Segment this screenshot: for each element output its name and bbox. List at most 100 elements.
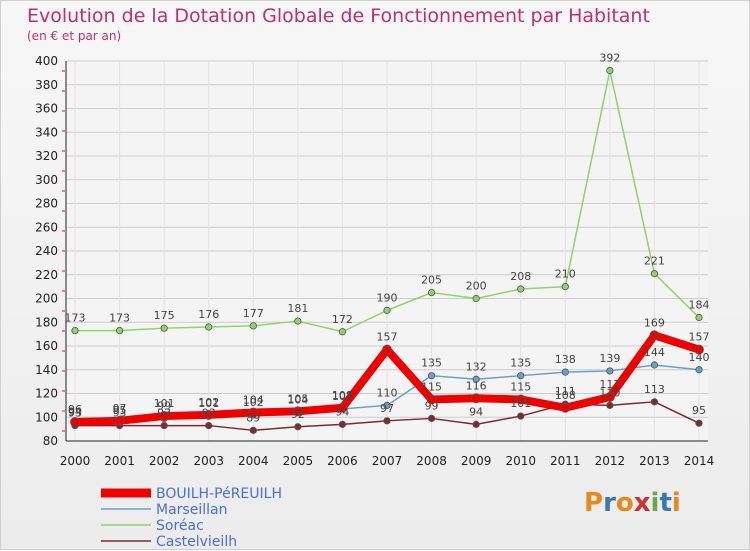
- data-point: [383, 306, 391, 314]
- data-point: [471, 393, 482, 404]
- chart-subtitle: (en € et par an): [27, 29, 122, 43]
- data-point: [427, 288, 436, 297]
- y-tick-label: 320: [35, 149, 58, 163]
- x-tick-label: 2012: [595, 454, 626, 468]
- data-point: [561, 368, 569, 376]
- data-label: 97: [113, 402, 127, 415]
- data-label: 102: [198, 396, 219, 409]
- data-label: 181: [287, 302, 308, 315]
- data-label: 176: [198, 308, 219, 321]
- x-tick-label: 2003: [193, 454, 224, 468]
- data-label: 175: [154, 309, 175, 322]
- logo-letter: r: [603, 488, 616, 518]
- data-point: [71, 326, 79, 335]
- data-label: 135: [421, 357, 442, 370]
- logo-letter: P: [584, 488, 604, 518]
- data-label: 173: [109, 312, 130, 325]
- data-label: 110: [377, 386, 398, 399]
- data-labels: 173 173 175 176 177 181 172 190 205 200 208 210 392 2…: [65, 52, 710, 425]
- data-label: 97: [380, 402, 394, 415]
- data-point: [606, 367, 614, 375]
- data-label: 117: [599, 378, 620, 391]
- data-point: [115, 326, 124, 335]
- data-point: [383, 401, 391, 409]
- data-label: 108: [332, 389, 353, 402]
- data-point: [694, 344, 704, 355]
- logo-letter: x: [633, 488, 651, 518]
- x-tick-label: 2008: [416, 454, 447, 468]
- data-label: 210: [555, 268, 576, 281]
- x-tick-label: 2007: [372, 454, 403, 468]
- data-label: 95: [113, 404, 127, 417]
- data-label: 190: [377, 291, 398, 304]
- data-label: 96: [68, 403, 82, 416]
- data-label: 99: [425, 399, 439, 412]
- data-point: [427, 414, 436, 423]
- data-label: 94: [335, 405, 349, 418]
- legend-item: Soréac: [156, 518, 204, 534]
- data-point: [160, 421, 168, 430]
- data-label: 99: [157, 399, 171, 412]
- data-label: 172: [332, 313, 353, 326]
- data-point: [560, 402, 571, 413]
- x-tick-label: 2001: [104, 454, 135, 468]
- data-point: [472, 294, 480, 303]
- logo-letter: i: [650, 488, 660, 518]
- data-label: 104: [287, 394, 308, 407]
- data-point: [695, 366, 703, 374]
- data-label: 205: [421, 274, 442, 287]
- data-point: [604, 392, 615, 402]
- x-tick-label: 2000: [60, 454, 91, 468]
- data-point: [472, 375, 480, 383]
- data-point: [383, 417, 391, 425]
- x-tick-label: 2011: [550, 454, 581, 468]
- data-label: 101: [154, 397, 175, 410]
- x-tick-label: 2006: [327, 454, 358, 468]
- data-point: [294, 317, 302, 325]
- y-tick-label: 160: [35, 339, 58, 353]
- data-label: 101: [510, 397, 531, 410]
- data-label: 115: [510, 380, 531, 393]
- y-tick-label: 240: [35, 244, 58, 258]
- data-label: 221: [644, 255, 665, 268]
- data-label: 173: [65, 312, 86, 325]
- data-label: 144: [644, 346, 665, 359]
- data-label: 95: [692, 404, 706, 417]
- data-label: 93: [68, 407, 82, 420]
- data-point: [650, 269, 659, 278]
- x-tick-label: 2010: [505, 454, 536, 468]
- y-tick-label: 400: [35, 54, 58, 68]
- logo-letter: o: [615, 488, 634, 518]
- data-point: [517, 412, 525, 420]
- data-point: [70, 417, 80, 427]
- data-label: 132: [466, 360, 487, 373]
- data-point: [650, 361, 659, 369]
- data-label: 108: [555, 389, 576, 402]
- data-point: [649, 330, 660, 341]
- data-point: [249, 426, 257, 434]
- data-label: 169: [644, 316, 665, 329]
- data-label: 200: [466, 280, 487, 293]
- data-point: [382, 344, 392, 355]
- data-point: [292, 406, 303, 417]
- x-tick-label: 2002: [149, 454, 180, 468]
- grid-lines: [66, 60, 708, 442]
- y-tick-label: 280: [35, 197, 58, 211]
- chart-title: Evolution de la Dotation Globale de Fonc…: [27, 5, 650, 27]
- logo-letter: i: [671, 488, 681, 518]
- data-point: [606, 66, 614, 75]
- data-label: 111: [555, 385, 576, 398]
- data-point: [337, 402, 348, 413]
- data-label: 157: [377, 331, 398, 344]
- data-label: 140: [689, 351, 710, 364]
- y-tick-label: 140: [35, 363, 58, 377]
- legend-item: Castelvieilh: [156, 534, 237, 550]
- data-label: 102: [243, 396, 264, 409]
- data-point: [695, 419, 703, 427]
- data-point: [203, 409, 214, 420]
- legend-item: Marseillan: [156, 502, 227, 518]
- data-point: [517, 285, 525, 293]
- y-tick-label: 80: [43, 434, 58, 448]
- data-point: [205, 323, 213, 331]
